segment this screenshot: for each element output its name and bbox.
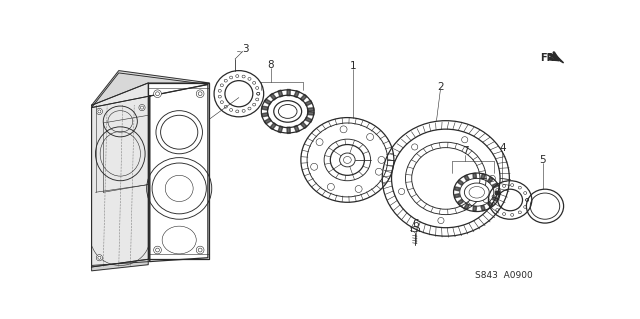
Circle shape xyxy=(154,90,161,98)
Polygon shape xyxy=(481,174,485,179)
Circle shape xyxy=(139,105,145,111)
Circle shape xyxy=(316,139,323,145)
Ellipse shape xyxy=(465,183,489,202)
Text: 4: 4 xyxy=(499,143,506,153)
Polygon shape xyxy=(262,106,268,110)
Text: 3: 3 xyxy=(242,44,248,54)
Polygon shape xyxy=(294,125,300,132)
Text: FR.: FR. xyxy=(540,53,558,63)
Polygon shape xyxy=(464,175,469,181)
Polygon shape xyxy=(488,177,493,183)
Polygon shape xyxy=(262,113,268,117)
Polygon shape xyxy=(308,108,314,111)
Circle shape xyxy=(196,90,204,98)
Circle shape xyxy=(376,168,382,175)
Polygon shape xyxy=(454,187,460,191)
Circle shape xyxy=(399,189,404,195)
Text: 8: 8 xyxy=(268,60,274,70)
Polygon shape xyxy=(92,73,208,108)
Circle shape xyxy=(340,126,347,133)
Circle shape xyxy=(438,218,444,224)
Circle shape xyxy=(355,186,362,192)
Polygon shape xyxy=(278,126,283,133)
Text: 2: 2 xyxy=(437,82,444,92)
Polygon shape xyxy=(270,93,276,100)
Text: 1: 1 xyxy=(349,61,356,71)
Polygon shape xyxy=(488,202,493,207)
Polygon shape xyxy=(92,83,148,267)
Polygon shape xyxy=(492,197,498,201)
Circle shape xyxy=(489,175,495,182)
Polygon shape xyxy=(495,191,499,194)
Polygon shape xyxy=(300,122,307,129)
Circle shape xyxy=(328,183,334,190)
Polygon shape xyxy=(495,191,499,194)
Polygon shape xyxy=(278,90,283,97)
Circle shape xyxy=(196,246,204,254)
Polygon shape xyxy=(92,259,148,271)
Polygon shape xyxy=(473,173,476,178)
Polygon shape xyxy=(458,199,463,204)
Polygon shape xyxy=(92,96,150,265)
Text: 5: 5 xyxy=(540,155,546,165)
Polygon shape xyxy=(454,194,460,198)
Circle shape xyxy=(378,157,385,163)
Circle shape xyxy=(483,197,489,203)
Polygon shape xyxy=(492,183,498,188)
Polygon shape xyxy=(270,123,276,130)
Circle shape xyxy=(461,137,468,143)
Text: 7: 7 xyxy=(462,146,468,157)
Polygon shape xyxy=(308,111,314,115)
Circle shape xyxy=(412,144,418,150)
Polygon shape xyxy=(305,100,312,106)
Polygon shape xyxy=(287,89,291,96)
Circle shape xyxy=(154,246,161,254)
Polygon shape xyxy=(287,127,291,133)
Polygon shape xyxy=(148,83,209,259)
Circle shape xyxy=(96,108,102,115)
Polygon shape xyxy=(548,54,564,63)
Polygon shape xyxy=(150,85,208,262)
Polygon shape xyxy=(264,99,271,105)
Text: 6: 6 xyxy=(412,219,419,229)
Text: S843  A0900: S843 A0900 xyxy=(476,271,533,280)
Polygon shape xyxy=(458,180,463,185)
Polygon shape xyxy=(481,205,485,211)
Polygon shape xyxy=(294,91,300,98)
Circle shape xyxy=(367,134,374,140)
Circle shape xyxy=(310,163,317,170)
Circle shape xyxy=(96,255,102,261)
Polygon shape xyxy=(464,204,469,209)
Polygon shape xyxy=(473,206,476,211)
Ellipse shape xyxy=(274,101,301,122)
Polygon shape xyxy=(92,70,209,105)
Polygon shape xyxy=(264,118,271,124)
Polygon shape xyxy=(305,117,312,122)
Polygon shape xyxy=(300,94,307,101)
